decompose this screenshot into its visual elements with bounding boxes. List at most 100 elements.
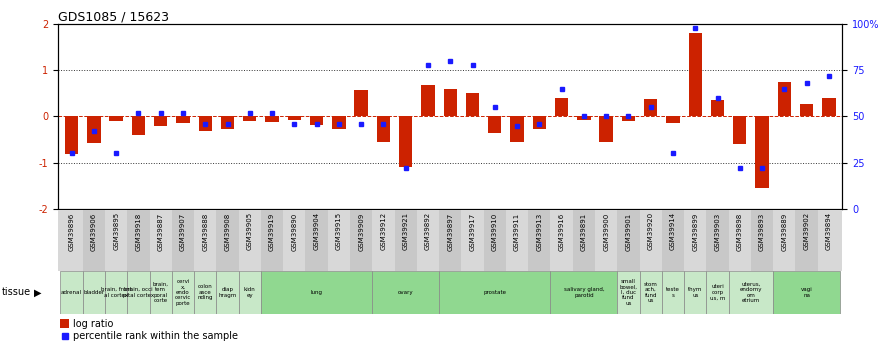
Bar (417, 210, 439, 271)
Bar (376, 117, 390, 142)
Bar (60, 210, 82, 271)
Bar (685, 210, 706, 271)
Text: GSM39901: GSM39901 (625, 212, 632, 250)
Bar (194, 271, 216, 314)
Bar (622, 117, 635, 121)
Bar (105, 210, 127, 271)
Bar (751, 210, 773, 271)
Bar (529, 210, 550, 271)
Bar (461, 210, 484, 271)
Bar (573, 210, 595, 271)
Bar (439, 210, 461, 271)
Bar (238, 271, 261, 314)
Bar (733, 117, 746, 144)
Text: GSM39909: GSM39909 (358, 212, 364, 250)
Bar (82, 271, 105, 314)
Bar (706, 210, 728, 271)
Bar (685, 271, 706, 314)
Text: GDS1085 / 15623: GDS1085 / 15623 (58, 10, 169, 23)
Text: uteri
corp
us, m: uteri corp us, m (710, 285, 725, 300)
Bar (511, 117, 524, 142)
Bar (399, 117, 412, 167)
Text: diap
hragm: diap hragm (219, 287, 237, 298)
Bar (61, 319, 69, 328)
Bar (150, 210, 172, 271)
Text: GSM39887: GSM39887 (158, 212, 164, 250)
Text: ▶: ▶ (34, 288, 41, 297)
Text: bladder: bladder (83, 290, 105, 295)
Bar (372, 210, 394, 271)
Text: GSM39914: GSM39914 (670, 212, 676, 250)
Text: GSM39917: GSM39917 (470, 212, 476, 250)
Bar (728, 271, 773, 314)
Bar (150, 271, 172, 314)
Text: tissue: tissue (2, 287, 31, 296)
Text: GSM39907: GSM39907 (180, 212, 186, 250)
Text: GSM39895: GSM39895 (113, 212, 119, 250)
Bar (332, 117, 346, 129)
Text: adrenal: adrenal (61, 290, 82, 295)
Bar (577, 117, 590, 120)
Bar (667, 117, 680, 124)
Bar (444, 89, 457, 117)
Bar (555, 98, 568, 117)
Bar (394, 210, 417, 271)
Text: GSM39919: GSM39919 (269, 212, 275, 250)
Bar (662, 271, 685, 314)
Bar (199, 117, 212, 131)
Text: thym
us: thym us (688, 287, 702, 298)
Bar (216, 271, 238, 314)
Bar (283, 210, 306, 271)
Bar (488, 117, 502, 132)
Text: log ratio: log ratio (73, 319, 113, 329)
Text: percentile rank within the sample: percentile rank within the sample (73, 331, 237, 341)
Text: GSM39890: GSM39890 (291, 212, 297, 250)
Text: GSM39915: GSM39915 (336, 212, 342, 250)
Text: brain, occi
pital cortex: brain, occi pital cortex (123, 287, 154, 298)
Bar (265, 117, 279, 122)
Bar (617, 210, 640, 271)
Bar (796, 210, 818, 271)
Bar (60, 271, 82, 314)
Text: GSM39903: GSM39903 (714, 212, 720, 250)
Bar (127, 210, 150, 271)
Text: GSM39893: GSM39893 (759, 212, 765, 250)
Bar (87, 117, 100, 143)
Text: ovary: ovary (398, 290, 414, 295)
Bar (506, 210, 529, 271)
Text: cervi
x,
endo
cervic
porte: cervi x, endo cervic porte (175, 279, 191, 306)
Text: GSM39898: GSM39898 (737, 212, 743, 250)
Text: salivary gland,
parotid: salivary gland, parotid (564, 287, 604, 298)
Text: GSM39896: GSM39896 (69, 212, 74, 250)
Bar (640, 271, 662, 314)
Bar (617, 271, 640, 314)
Bar (350, 210, 372, 271)
Bar (82, 210, 105, 271)
Text: vagi
na: vagi na (801, 287, 813, 298)
Text: GSM39900: GSM39900 (603, 212, 609, 250)
Bar (243, 117, 256, 121)
Bar (599, 117, 613, 142)
Text: GSM39889: GSM39889 (781, 212, 788, 250)
Text: GSM39892: GSM39892 (425, 212, 431, 250)
Text: lung: lung (311, 290, 323, 295)
Bar (132, 117, 145, 135)
Bar (532, 117, 546, 129)
Bar (127, 271, 150, 314)
Text: GSM39918: GSM39918 (135, 212, 142, 250)
Bar (439, 271, 550, 314)
Bar (194, 210, 216, 271)
Bar (688, 33, 702, 117)
Bar (172, 271, 194, 314)
Bar (172, 210, 194, 271)
Text: prostate: prostate (483, 290, 506, 295)
Bar (261, 271, 372, 314)
Bar (728, 210, 751, 271)
Bar (288, 117, 301, 120)
Bar (773, 271, 840, 314)
Text: small
bowel,
I, duc
fund
us: small bowel, I, duc fund us (619, 279, 637, 306)
Bar (306, 210, 328, 271)
Bar (823, 98, 836, 117)
Bar (105, 271, 127, 314)
Text: GSM39911: GSM39911 (514, 212, 520, 250)
